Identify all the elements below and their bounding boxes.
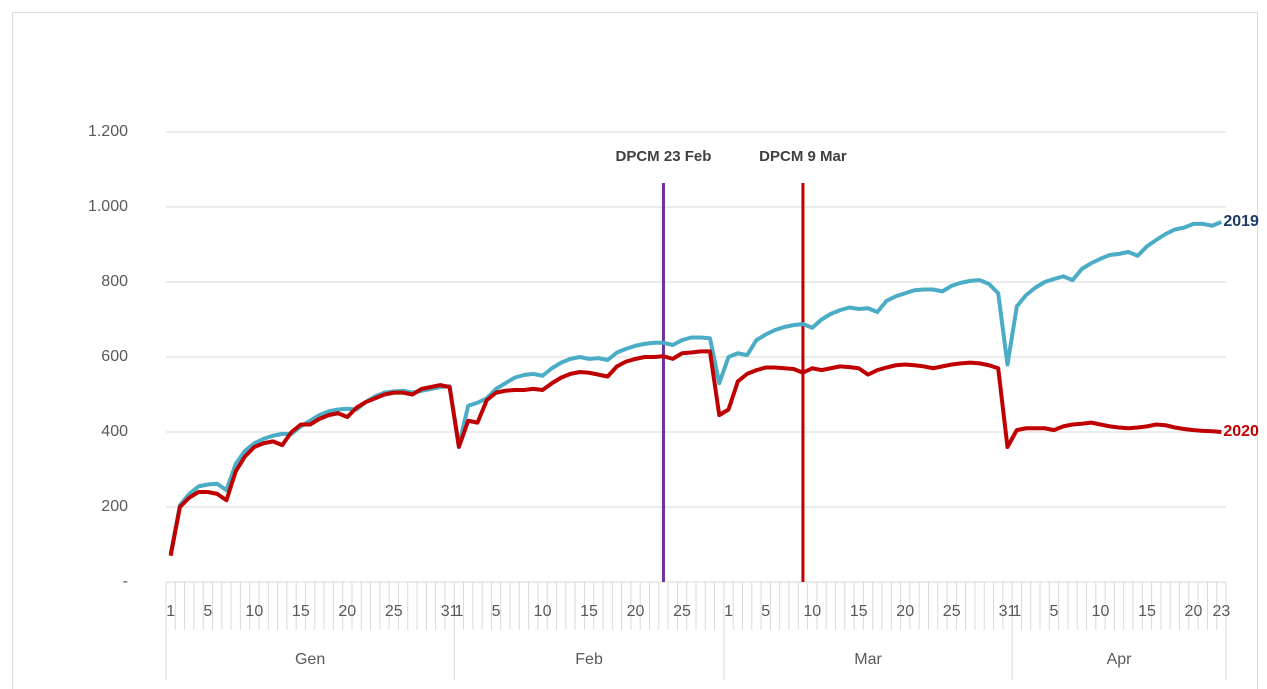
y-tick-label: 600	[101, 348, 128, 365]
y-tick-label: 1.000	[88, 198, 128, 215]
y-tick-label: 200	[101, 498, 128, 515]
x-tick-label: 31	[999, 603, 1017, 620]
y-tick-label: -	[123, 573, 128, 590]
series-label: 2020	[1223, 423, 1259, 440]
x-tick-label: 31	[441, 603, 459, 620]
x-tick-label: 25	[385, 603, 403, 620]
series-line	[168, 349, 1222, 557]
x-tick-label: 20	[338, 603, 356, 620]
y-tick-label: 1.200	[88, 123, 128, 140]
x-tick-label: 23	[1212, 603, 1230, 620]
x-tick-label: 15	[850, 603, 868, 620]
x-tick-label: 15	[292, 603, 310, 620]
x-tick-label: 1	[454, 603, 463, 620]
series-label: 2019	[1223, 213, 1259, 230]
group-label: Gen	[295, 651, 325, 668]
group-label: Feb	[575, 651, 603, 668]
x-tick-label: 10	[1092, 603, 1110, 620]
x-tick-label: 20	[627, 603, 645, 620]
x-tick-label: 15	[580, 603, 598, 620]
chart-frame	[12, 12, 1258, 689]
x-tick-label: 25	[943, 603, 961, 620]
x-tick-label: 1	[724, 603, 733, 620]
x-tick-label: 5	[203, 603, 212, 620]
x-tick-label: 10	[245, 603, 263, 620]
group-label: Mar	[854, 651, 882, 668]
x-tick-label: 5	[1050, 603, 1059, 620]
x-tick-label: 20	[896, 603, 914, 620]
x-tick-label: 1	[1012, 603, 1021, 620]
x-tick-label: 15	[1138, 603, 1156, 620]
x-tick-label: 5	[492, 603, 501, 620]
x-tick-label: 10	[803, 603, 821, 620]
group-label: Apr	[1107, 651, 1133, 668]
x-tick-label: 20	[1185, 603, 1203, 620]
event-label: DPCM 9 Mar	[759, 148, 847, 165]
x-tick-label: 25	[673, 603, 691, 620]
event-label: DPCM 23 Feb	[616, 148, 712, 165]
y-tick-label: 800	[101, 273, 128, 290]
x-tick-label: 1	[166, 603, 175, 620]
x-tick-label: 10	[534, 603, 552, 620]
series-line	[168, 220, 1223, 555]
y-tick-label: 400	[101, 423, 128, 440]
x-tick-label: 5	[761, 603, 770, 620]
